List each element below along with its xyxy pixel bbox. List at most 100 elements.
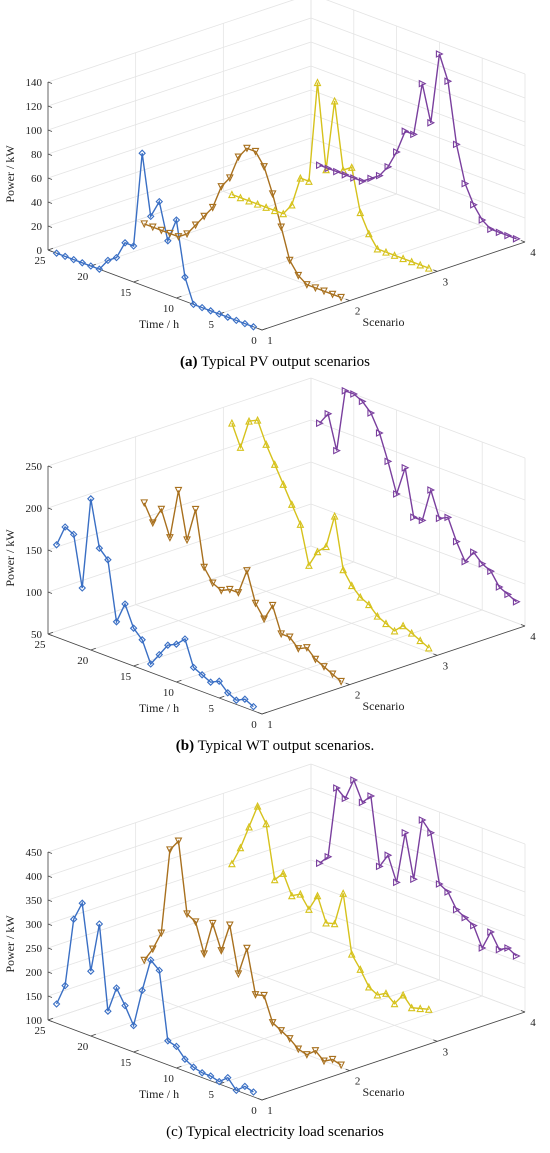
marker: [358, 177, 367, 186]
marker: [198, 303, 206, 312]
marker: [181, 273, 189, 281]
grid-line: [310, 89, 526, 171]
grid-line: [47, 17, 312, 107]
marker: [287, 200, 296, 209]
axis-line: [47, 1019, 263, 1101]
marker: [189, 663, 198, 672]
marker: [478, 559, 487, 568]
marker: [322, 918, 330, 927]
marker: [401, 127, 410, 136]
marker: [364, 982, 373, 991]
grid-line: [133, 193, 397, 283]
y-tick-label: 2: [355, 1076, 361, 1088]
marker: [316, 161, 324, 170]
marker: [328, 290, 337, 299]
marker: [277, 1027, 286, 1035]
chart: 0 20 40 60 80 100 120 140 0 5 10 15 20 25 1 2 3 4 Power / …: [3, 0, 536, 347]
marker: [155, 197, 164, 206]
grid-line: [47, 377, 312, 467]
marker: [140, 956, 149, 965]
x-tick-label: 10: [163, 1073, 175, 1085]
marker: [393, 878, 401, 887]
tick-mark: [47, 129, 53, 132]
marker: [407, 1003, 416, 1012]
tick-mark: [261, 1097, 268, 1101]
marker: [367, 792, 376, 800]
marker: [328, 670, 337, 679]
grid-line: [47, 89, 312, 179]
tick-mark: [47, 247, 54, 251]
tick-mark: [47, 153, 53, 156]
marker: [52, 1000, 61, 1008]
marker: [320, 663, 328, 671]
marker: [206, 678, 215, 686]
tick-mark: [219, 695, 225, 699]
marker: [208, 203, 217, 212]
marker: [166, 229, 174, 238]
marker: [249, 323, 258, 331]
tick-mark: [47, 923, 53, 926]
marker: [495, 228, 504, 237]
y-axis-label: Scenario: [363, 315, 405, 329]
marker: [487, 567, 495, 576]
grid-line: [310, 419, 526, 501]
grid-line: [310, 835, 526, 917]
marker: [234, 589, 243, 597]
marker: [228, 859, 236, 868]
marker: [384, 457, 393, 466]
tick-mark: [433, 269, 438, 272]
y-tick-label: 3: [443, 1046, 449, 1058]
x-tick-label: 25: [35, 255, 47, 267]
marker: [104, 1007, 112, 1015]
marker: [112, 984, 121, 992]
marker: [148, 519, 157, 528]
x-tick-label: 0: [251, 719, 257, 731]
marker: [424, 263, 433, 272]
marker: [200, 950, 209, 959]
tick-mark: [176, 1065, 182, 1069]
marker: [302, 281, 311, 289]
y-tick-label: 4: [530, 247, 536, 259]
grid-line: [176, 979, 440, 1069]
marker: [287, 891, 296, 900]
marker: [253, 199, 262, 208]
caption: (b) Typical WT output scenarios.: [0, 736, 550, 760]
marker: [270, 206, 279, 215]
x-tick-label: 5: [208, 1089, 214, 1101]
series-line: [319, 778, 517, 957]
marker: [384, 162, 393, 171]
x-tick-label: 0: [251, 1105, 257, 1117]
y-tick-label: 2: [355, 306, 361, 318]
marker: [294, 271, 303, 280]
marker: [95, 920, 104, 928]
marker: [470, 921, 478, 930]
chart: 50 100 150 200 250 0 5 10 15 20 25 1 2 3 4 Power / kW Ti…: [3, 377, 536, 731]
marker: [183, 536, 191, 545]
caption-title: Typical WT output scenarios.: [197, 738, 375, 754]
tick-mark: [261, 327, 268, 331]
marker: [172, 640, 181, 648]
marker: [330, 511, 339, 520]
grid-line: [47, 545, 312, 635]
marker: [146, 956, 155, 964]
marker: [350, 174, 359, 182]
x-tick-label: 5: [208, 319, 214, 331]
grid-line: [133, 963, 397, 1053]
panel: 100 150 200 250 300 350 400 450 0 5 10 15 20 25 1 2 3 4 Po…: [0, 760, 550, 1146]
marker: [427, 828, 436, 837]
grid-line: [310, 763, 526, 845]
grid-line: [310, 137, 526, 219]
marker: [302, 644, 311, 652]
marker: [356, 208, 365, 217]
marker: [104, 256, 112, 265]
marker: [245, 822, 253, 831]
marker: [174, 837, 183, 846]
marker: [268, 190, 277, 199]
marker: [296, 173, 305, 182]
grid-line: [47, 763, 312, 853]
grid-line: [310, 41, 526, 123]
z-tick-label: 100: [26, 125, 43, 137]
caption-label: (c): [166, 1124, 183, 1140]
z-tick-label: 150: [26, 545, 43, 557]
